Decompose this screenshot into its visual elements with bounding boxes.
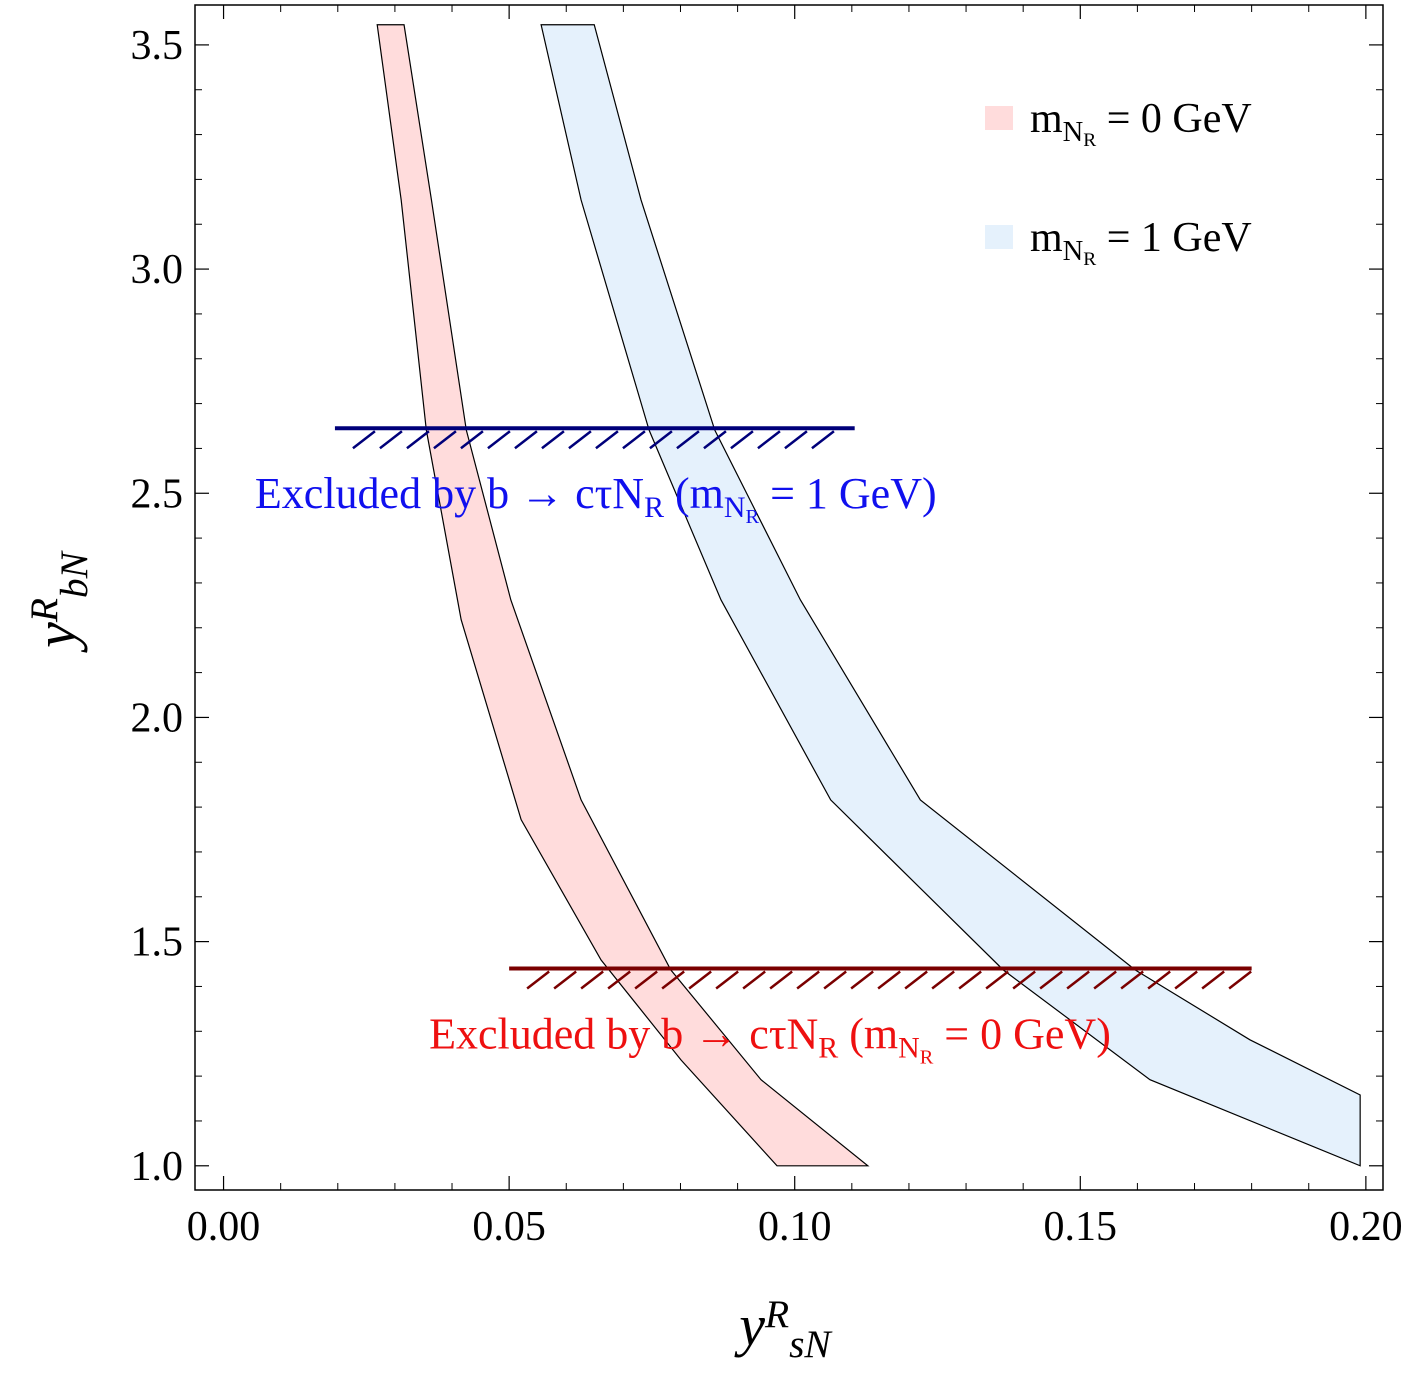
y-tick-label: 3.0 <box>131 247 184 293</box>
hatch <box>622 430 646 450</box>
hatch <box>877 970 901 990</box>
hatch <box>607 970 631 990</box>
hatch <box>784 430 808 450</box>
exclusion-label: Excluded by b → cτNR (mNR = 0 GeV) <box>429 1010 1111 1069</box>
y-axis-label: yRbN <box>22 549 95 653</box>
y-tick-label: 2.5 <box>131 471 184 517</box>
legend-label: mNR = 1 GeV <box>1030 215 1252 270</box>
hatch <box>958 970 982 990</box>
hatch <box>1147 970 1171 990</box>
hatch <box>985 970 1009 990</box>
hatch <box>904 970 928 990</box>
hatch <box>526 970 550 990</box>
hatch <box>823 970 847 990</box>
hatch <box>715 970 739 990</box>
hatch <box>541 430 565 450</box>
x-tick-label: 0.15 <box>1044 1204 1118 1250</box>
hatch <box>379 430 403 450</box>
hatch <box>460 430 484 450</box>
region <box>540 24 1361 1167</box>
hatch <box>514 430 538 450</box>
hatch <box>406 430 430 450</box>
hatch <box>757 430 781 450</box>
hatch <box>742 970 766 990</box>
x-axis-label: yRsN <box>734 1292 833 1365</box>
legend-swatch <box>985 225 1013 249</box>
hatch <box>703 430 727 450</box>
hatch <box>1228 970 1252 990</box>
hatch <box>433 430 457 450</box>
y-tick-label: 1.5 <box>131 920 184 966</box>
x-tick-label: 0.00 <box>187 1204 261 1250</box>
hatch <box>553 970 577 990</box>
hatch <box>634 970 658 990</box>
hatch <box>676 430 700 450</box>
hatch <box>649 430 673 450</box>
hatch <box>568 430 592 450</box>
hatch <box>730 430 754 450</box>
plot-frame <box>194 4 1384 1191</box>
legend-label: mNR = 0 GeV <box>1030 96 1252 151</box>
hatch <box>1201 970 1225 990</box>
x-tick-label: 0.10 <box>758 1204 832 1250</box>
x-tick-label: 0.20 <box>1329 1204 1403 1250</box>
exclusion-label: Excluded by b → cτNR (mNR = 1 GeV) <box>255 469 937 528</box>
legend-swatch <box>985 106 1013 130</box>
hatch <box>931 970 955 990</box>
region <box>376 24 870 1167</box>
hatch <box>811 430 835 450</box>
hatch <box>595 430 619 450</box>
hatch <box>769 970 793 990</box>
hatch <box>1120 970 1144 990</box>
hatch <box>661 970 685 990</box>
hatch <box>796 970 820 990</box>
hatch <box>1012 970 1036 990</box>
y-tick-label: 3.5 <box>131 23 184 69</box>
y-tick-label: 2.0 <box>131 695 184 741</box>
hatch <box>1093 970 1117 990</box>
hatch <box>352 430 376 450</box>
x-tick-label: 0.05 <box>472 1204 546 1250</box>
hatch <box>580 970 604 990</box>
hatch <box>1039 970 1063 990</box>
hatch <box>1066 970 1090 990</box>
hatch <box>688 970 712 990</box>
hatch <box>487 430 511 450</box>
y-tick-label: 1.0 <box>131 1144 184 1190</box>
hatch <box>1174 970 1198 990</box>
hatch <box>850 970 874 990</box>
